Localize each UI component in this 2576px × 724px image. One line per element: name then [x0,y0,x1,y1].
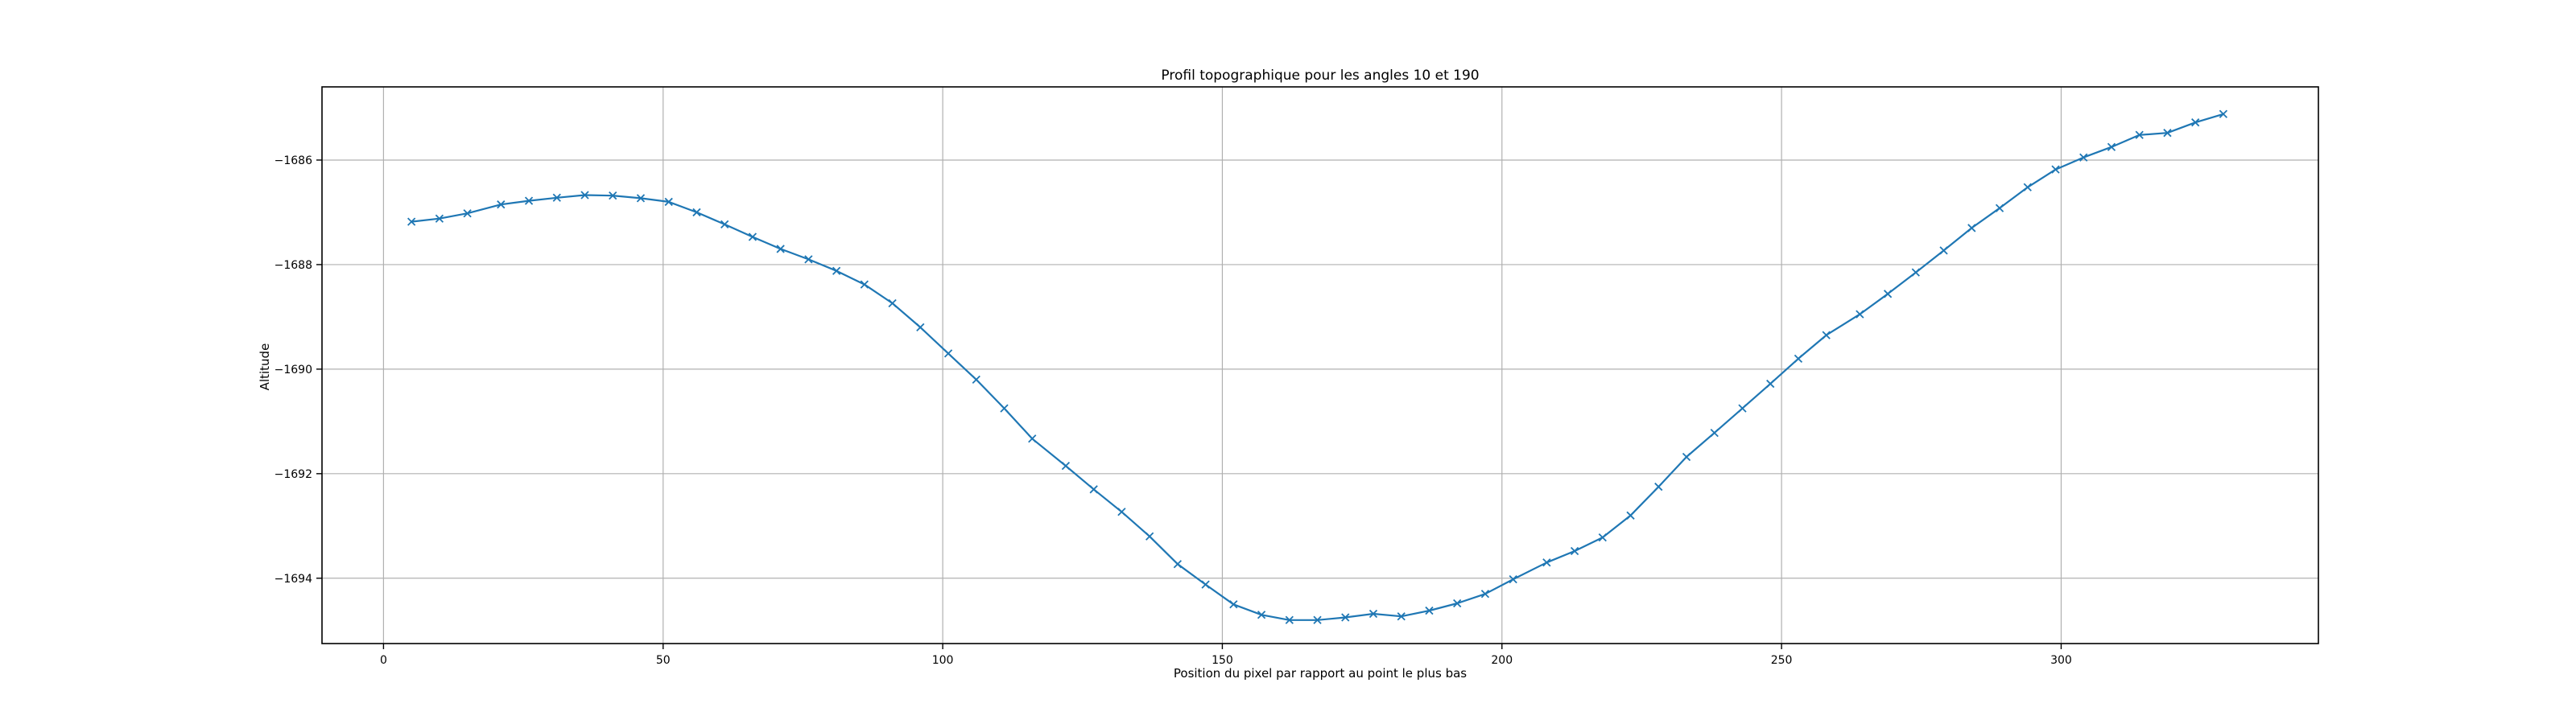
data-point-marker [1967,224,1976,232]
data-point-marker [2079,153,2088,162]
data-point-marker [860,280,869,289]
data-point-marker [1313,615,1322,624]
data-point-marker [524,196,534,205]
data-point-marker [916,323,925,332]
data-point-marker [1285,615,1294,624]
x-tick-label: 0 [380,654,387,667]
x-axis: 0 50 100 150 200 250 300 [380,644,2072,667]
data-point-marker [832,266,841,275]
x-tick-label: 200 [1491,654,1513,667]
y-tick-label: −1692 [275,468,312,481]
data-point-marker [2219,109,2228,118]
data-point-marker [636,194,646,203]
data-point-marker [1257,611,1266,619]
data-point-marker [1654,482,1663,492]
data-point-marker [1626,511,1635,520]
y-axis-label: Altitude [258,343,272,391]
data-point-marker [692,208,701,217]
data-point-marker [2023,183,2032,191]
data-point-marker [1542,558,1551,567]
data-point-marker [720,220,729,229]
data-point-marker [1710,429,1719,438]
data-point-marker [552,193,561,202]
data-point-marker [1682,452,1691,462]
data-point-marker [1117,508,1126,516]
plot-frame [321,86,2319,644]
data-point-marker [580,191,589,200]
data-point-marker [972,375,980,385]
data-point-marker [1425,606,1434,615]
x-tick-label: 100 [932,654,954,667]
data-point-marker [664,197,673,207]
data-point-marker [1000,404,1009,413]
x-tick-label: 150 [1212,654,1233,667]
data-point-marker [1397,612,1406,621]
data-point-marker [1480,590,1490,599]
data-point-marker [1173,560,1182,569]
data-point-marker [609,191,617,200]
data-point-marker [463,209,472,218]
y-tick-label: −1690 [275,364,312,376]
chart-title: Profil topographique pour les angles 10 … [1161,68,1479,84]
data-point-marker [1911,268,1920,277]
data-point-marker [1341,613,1350,622]
data-point-marker [1089,485,1098,494]
data-point-marker [1028,434,1037,443]
x-tick-label: 50 [656,654,671,667]
data-point-marker [2107,142,2116,151]
series [407,109,2228,624]
data-point-marker [2051,165,2060,174]
data-point-marker [1201,580,1210,589]
data-point-marker [1766,379,1775,389]
data-point-marker [1453,599,1462,608]
data-point-marker [1822,331,1831,339]
data-point-marker [2191,118,2200,127]
y-tick-label: −1686 [275,154,312,167]
data-point-marker [435,214,444,223]
data-point-marker [748,232,758,241]
data-point-marker [1145,532,1154,541]
data-point-marker [497,200,506,209]
data-point-marker [888,298,897,308]
y-axis: −1686 −1688 −1690 −1692 −1694 [275,154,322,586]
data-point-marker [2135,130,2144,139]
data-point-marker [1995,204,2004,212]
grid [322,87,2318,644]
data-point-marker [1738,404,1747,413]
x-tick-label: 250 [1771,654,1793,667]
data-point-marker [1883,290,1893,298]
data-point-marker [1061,461,1071,471]
data-point-marker [2163,129,2172,138]
data-point-marker [1856,310,1864,319]
y-tick-label: −1688 [275,259,312,272]
data-point-marker [1368,609,1378,619]
data-point-marker [1939,246,1948,255]
data-point-marker [804,255,813,264]
data-point-marker [1509,574,1517,584]
x-axis-label: Position du pixel par rapport au point l… [1174,666,1467,681]
data-point-marker [1598,533,1607,542]
data-point-marker [407,217,416,226]
data-point-marker [943,349,953,358]
data-point-marker [1229,600,1238,609]
x-tick-label: 300 [2050,654,2072,667]
data-point-marker [1794,354,1803,364]
y-tick-label: −1694 [275,573,312,586]
data-point-marker [776,245,785,253]
data-point-marker [1570,546,1579,556]
